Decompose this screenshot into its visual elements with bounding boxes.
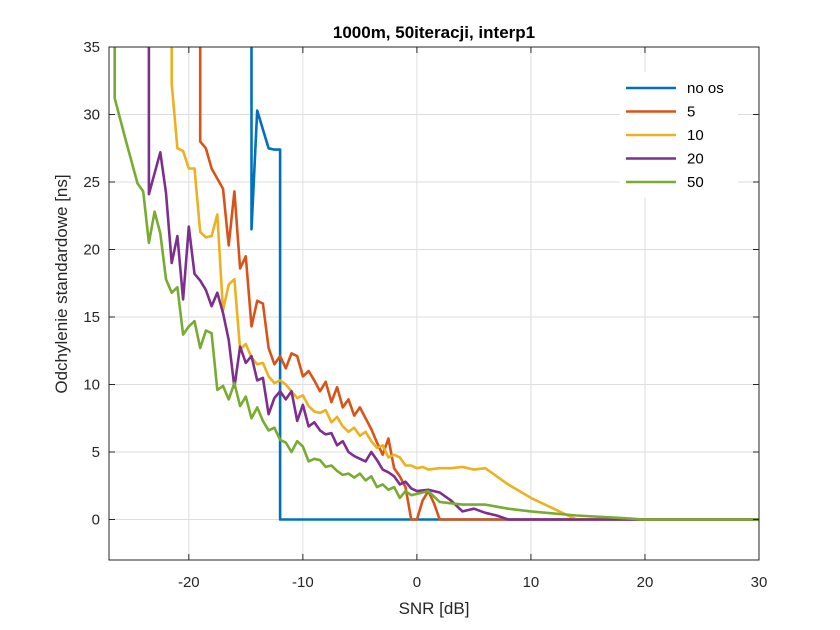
series-line-4	[113, 47, 759, 521]
series-line-0	[250, 47, 759, 521]
series-lines	[113, 47, 759, 521]
y-tick-label: 5	[92, 444, 100, 461]
y-tick-label: 35	[83, 39, 100, 56]
tick-labels: -20 -10 0 10 20 30 0 5 10 15 20 25 30 35	[83, 39, 767, 591]
x-tick-label: 30	[751, 574, 768, 591]
x-tick-label: -20	[178, 574, 200, 591]
y-tick-label: 20	[83, 242, 100, 259]
y-tick-label: 10	[83, 377, 100, 394]
y-tick-label: 25	[83, 174, 100, 191]
series-line-3	[147, 47, 759, 521]
legend-label-4: 50	[687, 174, 704, 191]
y-tick-label: 15	[83, 309, 100, 326]
series-line-2	[170, 47, 759, 521]
legend-label-2: 10	[687, 127, 704, 144]
x-axis-label: SNR [dB]	[399, 599, 470, 618]
x-tick-label: 20	[637, 574, 654, 591]
legend-label-3: 20	[687, 151, 704, 168]
y-tick-label: 30	[83, 107, 100, 124]
axis-ticks	[109, 46, 760, 560]
x-tick-label: 0	[413, 574, 421, 591]
y-tick-label: 0	[92, 512, 100, 529]
legend-label-0: no os	[687, 80, 724, 97]
legend: no os 5 10 20 50	[620, 72, 738, 198]
series-line-1	[198, 47, 759, 521]
y-axis-label: Odchylenie standardowe [ns]	[52, 174, 71, 393]
x-tick-label: 10	[523, 574, 540, 591]
chart-title: 1000m, 50iteracji, interp1	[333, 23, 535, 42]
x-tick-label: -10	[292, 574, 314, 591]
plot-frame	[108, 46, 760, 561]
legend-label-1: 5	[687, 104, 695, 121]
